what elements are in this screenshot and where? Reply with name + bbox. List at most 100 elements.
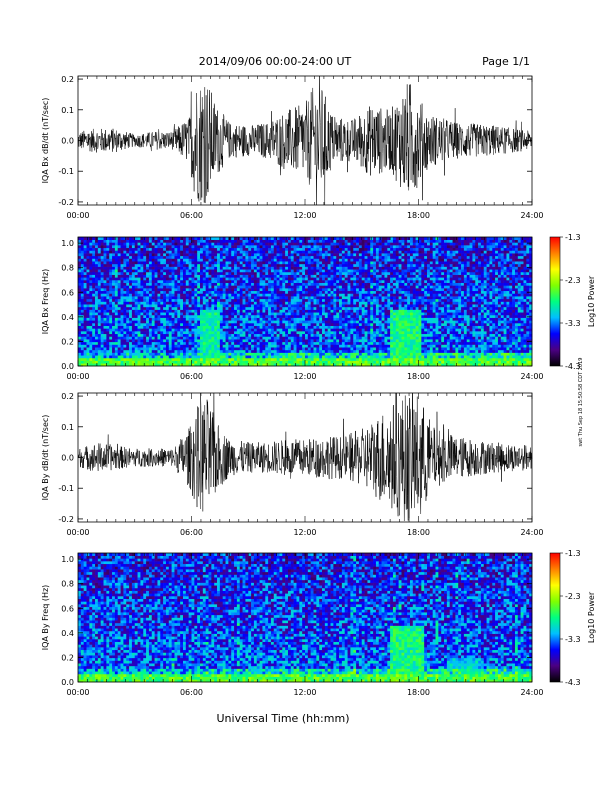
spectrogram-cell xyxy=(129,258,133,262)
spectrogram-cell xyxy=(205,331,209,335)
spectrogram-cell xyxy=(341,363,346,367)
spectrogram-cell xyxy=(95,314,99,318)
spectrogram-cell xyxy=(228,360,232,364)
spectrogram-cell xyxy=(205,333,209,337)
bx-spectrogram-panel: 1.00.80.60.40.20.000:00 06:00 12:00 18:00 24… xyxy=(41,236,544,381)
spectrogram-cell xyxy=(327,280,331,283)
spectrogram-cell xyxy=(347,285,351,289)
spectrogram-cell xyxy=(344,306,348,310)
spectrogram-cell xyxy=(154,288,158,292)
spectrogram-cell xyxy=(83,328,87,332)
spectrogram-cell xyxy=(239,269,243,273)
spectrogram-cell xyxy=(228,325,232,329)
spectrogram-cell xyxy=(256,247,260,251)
spectrogram-cell xyxy=(177,309,181,313)
spectrogram-cell xyxy=(296,253,300,257)
spectrogram-cell xyxy=(89,301,93,305)
spectrogram-cell xyxy=(211,253,215,257)
spectrogram-cell xyxy=(307,352,311,356)
spectrogram-cell xyxy=(302,347,306,351)
spectrogram-cell xyxy=(307,296,311,300)
spectrogram-cell xyxy=(154,312,158,316)
spectrogram-cell xyxy=(330,277,334,281)
spectrogram-cell xyxy=(242,245,246,249)
spectrogram-cell xyxy=(214,274,218,278)
spectrogram-cell xyxy=(339,301,343,305)
spectrogram-cell xyxy=(217,347,221,351)
spectrogram-cell xyxy=(270,360,275,364)
spectrogram-cell xyxy=(268,298,272,302)
spectrogram-cell xyxy=(146,312,150,316)
spectrogram-cell xyxy=(86,285,90,289)
spectrogram-cell xyxy=(353,266,357,270)
spectrogram-cell xyxy=(276,263,280,267)
spectrogram-cell xyxy=(177,304,181,308)
spectrogram-cell xyxy=(361,263,365,267)
spectrogram-cell xyxy=(285,242,289,246)
spectrogram-cell xyxy=(305,323,309,326)
spectrogram-cell xyxy=(200,325,204,329)
spectrogram-cell xyxy=(191,285,195,289)
spectrogram-cell xyxy=(361,282,365,286)
spectrogram-cell xyxy=(95,296,99,300)
spectrogram-cell xyxy=(259,355,263,359)
spectrogram-cell xyxy=(290,261,294,265)
spectrogram-cell xyxy=(205,314,209,318)
spectrogram-cell xyxy=(327,263,331,267)
spectrogram-cell xyxy=(327,290,331,294)
spectrogram-cell xyxy=(330,352,334,356)
spectrogram-cell xyxy=(302,285,306,289)
spectrogram-cell xyxy=(137,325,141,329)
spectrogram-cell xyxy=(182,282,187,286)
spectrogram-cell xyxy=(313,317,317,321)
spectrogram-cell xyxy=(282,304,286,308)
spectrogram-cell xyxy=(112,331,116,335)
spectrogram-cell xyxy=(117,360,121,364)
spectrogram-cell xyxy=(134,355,138,359)
spectrogram-cell xyxy=(330,298,334,302)
spectrogram-cell xyxy=(333,314,337,318)
spectrogram-cell xyxy=(296,301,300,305)
spectrogram-cell xyxy=(236,347,241,351)
spectrogram-cell xyxy=(341,255,346,259)
spectrogram-cell xyxy=(140,285,144,289)
spectrogram-cell xyxy=(117,280,121,283)
spectrogram-cell xyxy=(251,347,255,351)
spectrogram-cell xyxy=(211,277,215,281)
spectrogram-cell xyxy=(282,341,286,345)
spectrogram-cell xyxy=(165,285,170,289)
spectrogram-cell xyxy=(219,266,224,270)
spectrogram-cell xyxy=(268,293,272,297)
spectrogram-cell xyxy=(114,344,119,348)
spectrogram-cell xyxy=(97,331,101,335)
spectrogram-cell xyxy=(265,352,269,356)
spectrogram-cell xyxy=(350,314,354,318)
spectrogram-cell xyxy=(168,293,172,297)
spectrogram-cell xyxy=(330,304,334,308)
spectrogram-cell xyxy=(253,349,258,353)
spectrogram-cell xyxy=(356,333,360,337)
spectrogram-cell xyxy=(358,363,363,367)
spectrogram-cell xyxy=(109,304,113,308)
spectrogram-cell xyxy=(165,290,170,294)
spectrogram-cell xyxy=(95,317,99,321)
spectrogram-cell xyxy=(143,290,147,294)
spectrogram-cell xyxy=(112,245,116,249)
spectrogram-cell xyxy=(222,258,226,262)
spectrogram-cell xyxy=(324,331,328,335)
spectrogram-cell xyxy=(180,360,184,364)
spectrogram-cell xyxy=(316,253,320,257)
spectrogram-cell xyxy=(89,325,93,329)
spectrogram-cell xyxy=(358,312,363,316)
spectrogram-cell xyxy=(205,306,209,310)
spectrogram-cell xyxy=(333,239,337,243)
spectrogram-cell xyxy=(307,336,311,340)
spectrogram-cell xyxy=(256,349,260,353)
spectrogram-cell xyxy=(197,320,201,324)
spectrogram-cell xyxy=(299,314,303,318)
spectrogram-cell xyxy=(259,288,263,292)
bx-dbdt-panel: 0.20.10.0-0.1-0.200:00 06:00 12:00 18:00 24:… xyxy=(41,75,544,220)
spectrogram-cell xyxy=(180,239,184,243)
spectrogram-cell xyxy=(322,239,326,243)
spectrogram-cell xyxy=(211,309,215,313)
